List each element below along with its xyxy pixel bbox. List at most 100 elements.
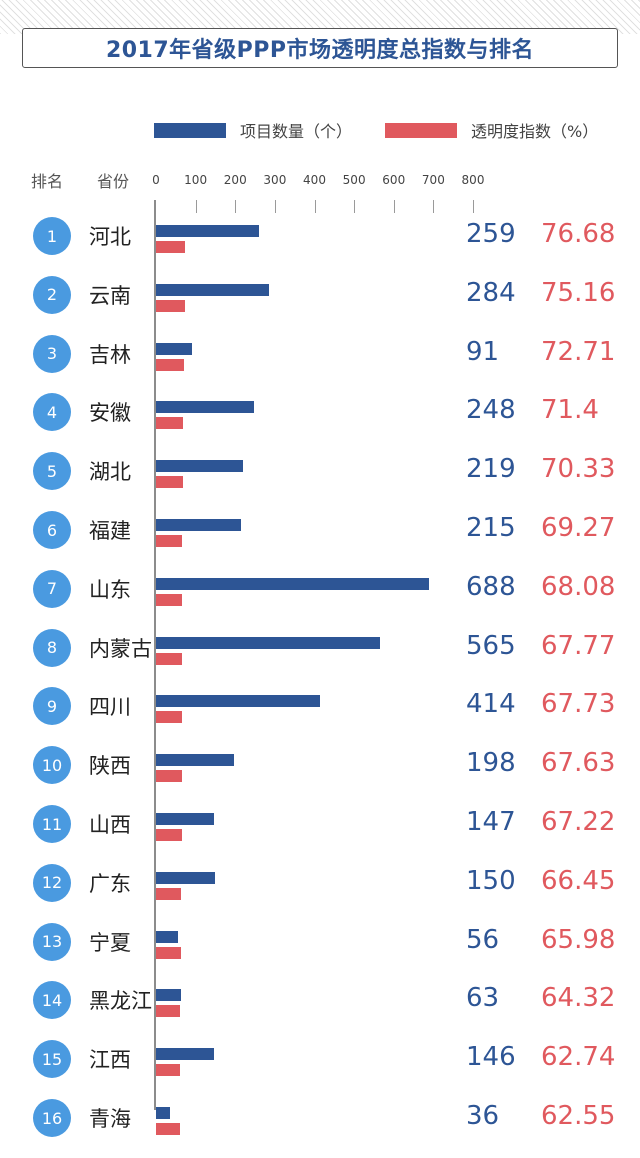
province-label: 云南: [89, 283, 131, 308]
province-label: 吉林: [89, 342, 131, 367]
bar-count: [156, 930, 179, 943]
province-label: 山西: [89, 813, 131, 837]
x-tick-label: 700: [421, 173, 445, 187]
chart-row: 1 河北 259 76.68: [0, 217, 640, 276]
rank-badge: 9: [33, 687, 71, 726]
rank-badge: 12: [33, 863, 71, 902]
x-tick-label: 0: [152, 173, 160, 187]
x-tick-mark: [354, 200, 356, 213]
bar-count: [156, 519, 242, 531]
column-header-province: 省份: [97, 172, 130, 191]
chart-row: 16 青海 36 62.55: [0, 1099, 640, 1158]
count-value-label: 219: [466, 454, 516, 485]
bar-index: [156, 829, 182, 841]
count-value-label: 248: [466, 395, 516, 426]
legend-item-count: 项目数量（个）: [154, 118, 352, 142]
chart-row: 15 江西 146 62.74: [0, 1040, 640, 1099]
province-label: 宁夏: [89, 930, 131, 955]
province-label: 湖北: [89, 460, 131, 485]
count-value-label: 147: [466, 807, 516, 837]
index-value-label: 62.55: [541, 1101, 616, 1131]
bar-index: [156, 417, 184, 430]
chart-row: 2 云南 284 75.16: [0, 275, 640, 335]
index-value-label: 67.22: [541, 807, 616, 837]
count-value-label: 150: [466, 865, 516, 896]
province-label: 内蒙古: [89, 636, 152, 661]
index-value-label: 75.16: [541, 277, 616, 308]
province-label: 四川: [89, 695, 131, 720]
rank-badge: 11: [33, 805, 71, 843]
y-axis-line: [154, 200, 156, 1110]
rank-badge: 13: [33, 922, 71, 961]
x-tick-mark: [433, 200, 435, 213]
province-label: 福建: [89, 519, 131, 543]
bar-count: [156, 1048, 214, 1061]
bar-count: [156, 401, 255, 414]
bar-count: [156, 871, 216, 884]
chart-row: 4 安徽 248 71.4: [0, 393, 640, 452]
bar-count: [156, 577, 429, 590]
bar-index: [156, 476, 183, 489]
index-value-label: 64.32: [541, 983, 616, 1014]
bar-index: [156, 593, 182, 606]
province-label: 黑龙江: [89, 989, 152, 1014]
x-tick-mark: [393, 200, 395, 213]
count-value-label: 688: [466, 571, 516, 602]
count-value-label: 56: [466, 924, 500, 955]
legend-item-index: 透明度指数（%）: [385, 118, 598, 142]
bar-index: [156, 652, 182, 665]
legend-label-index: 透明度指数（%）: [471, 122, 599, 141]
bar-count: [156, 813, 215, 825]
index-value-label: 66.45: [541, 865, 616, 896]
index-value-label: 72.71: [541, 336, 616, 367]
province-label: 山东: [89, 577, 131, 602]
chart-row: 13 宁夏 56 65.98: [0, 922, 640, 982]
index-value-label: 70.33: [541, 454, 616, 485]
index-value-label: 62.74: [541, 1042, 616, 1073]
rank-badge: 5: [33, 452, 71, 491]
chart-row: 9 四川 414 67.73: [0, 687, 640, 746]
chart-row: 8 内蒙古 565 67.77: [0, 628, 640, 688]
legend-swatch-count: [154, 122, 226, 138]
x-tick-label: 100: [184, 173, 208, 187]
bar-index: [156, 241, 186, 253]
count-value-label: 198: [466, 748, 516, 779]
bar-index: [156, 299, 185, 312]
bar-count: [156, 989, 181, 1002]
title-box: 2017年省级PPP市场透明度总指数与排名: [22, 28, 618, 68]
count-value-label: 284: [466, 277, 516, 308]
chart-title: 2017年省级PPP市场透明度总指数与排名: [105, 38, 535, 63]
bar-index: [156, 887, 182, 900]
chart-row: 5 湖北 219 70.33: [0, 452, 640, 511]
bar-index: [156, 770, 182, 783]
bar-count: [156, 695, 321, 708]
index-value-label: 76.68: [541, 219, 616, 249]
rank-badge: 16: [33, 1099, 71, 1137]
rank-badge: 7: [33, 569, 71, 608]
bar-count: [156, 636, 380, 649]
bar-count: [156, 460, 243, 473]
rank-badge: 1: [33, 217, 71, 255]
chart-row: 6 福建 215 69.27: [0, 511, 640, 570]
count-value-label: 146: [466, 1042, 516, 1073]
x-tick-label: 200: [223, 173, 247, 187]
index-value-label: 65.98: [541, 924, 616, 955]
x-tick-label: 600: [382, 173, 406, 187]
bar-count: [156, 754, 235, 767]
province-label: 河北: [89, 225, 131, 249]
column-header-rank: 排名: [31, 172, 64, 191]
index-value-label: 68.08: [541, 571, 616, 602]
index-value-label: 71.4: [541, 395, 599, 426]
index-value-label: 67.73: [541, 689, 616, 720]
index-value-label: 67.77: [541, 630, 616, 661]
x-tick-label: 800: [461, 173, 485, 187]
rank-badge: 14: [33, 981, 71, 1020]
rank-badge: 10: [33, 746, 71, 785]
rank-badge: 8: [33, 628, 71, 667]
chart-row: 14 黑龙江 63 64.32: [0, 981, 640, 1040]
rank-badge: 15: [33, 1040, 71, 1079]
x-tick-mark: [274, 200, 276, 213]
province-label: 陕西: [89, 754, 131, 779]
x-tick-mark: [235, 200, 237, 213]
count-value-label: 63: [466, 983, 500, 1014]
